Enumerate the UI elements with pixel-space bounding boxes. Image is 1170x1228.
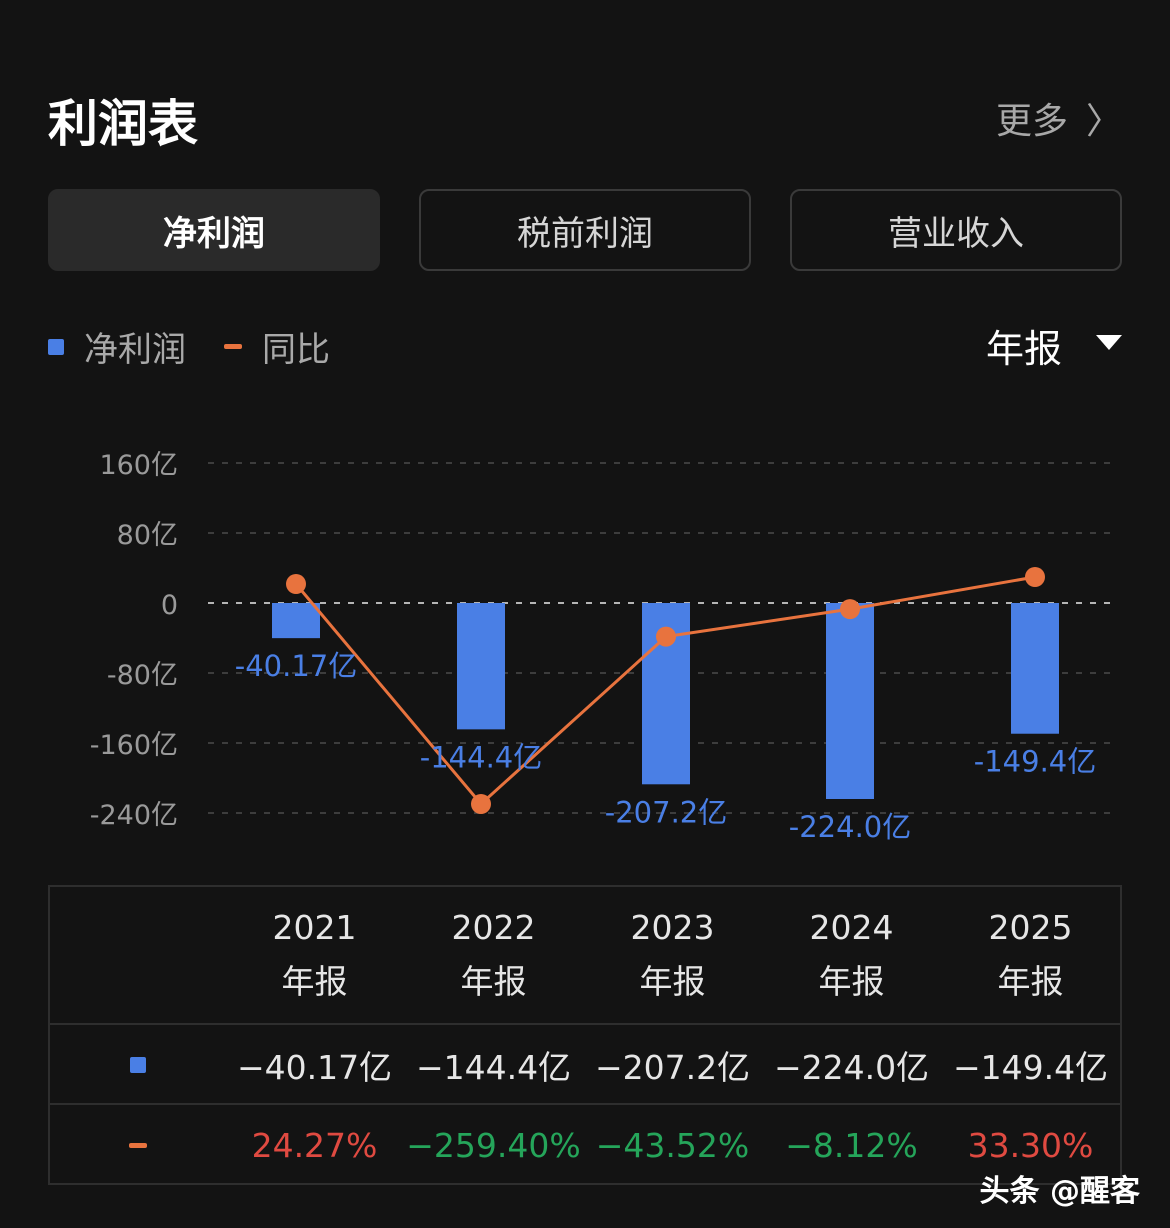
yoy-marker	[128, 1142, 147, 1148]
yoy-cell: 33.30%	[967, 1125, 1094, 1165]
yoy-point	[840, 599, 860, 620]
chevron-right-icon: 〉	[1085, 101, 1122, 142]
net-profit-cell: −224.0亿	[773, 1048, 930, 1087]
y-tick-label: 80亿	[117, 520, 178, 551]
column-type: 年报	[818, 962, 885, 1001]
column-type: 年报	[281, 962, 348, 1001]
column-header: 2022 年报	[404, 887, 583, 1023]
tab-pretax-profit[interactable]: 税前利润	[419, 189, 751, 271]
column-type: 年报	[639, 962, 706, 1001]
bar-legend-swatch	[48, 338, 64, 355]
net-profit-marker	[129, 1057, 146, 1073]
net-profit-cell: −144.4亿	[415, 1048, 572, 1087]
metric-tabs: 净利润 税前利润 营业收入	[48, 189, 1122, 273]
period-dropdown[interactable]: 年报	[986, 318, 1122, 373]
page-title: 利润表	[48, 95, 198, 153]
bar	[1011, 603, 1059, 734]
column-header: 2021 年报	[225, 887, 404, 1023]
column-header: 2025 年报	[941, 887, 1120, 1023]
chart-legend: 净利润 同比	[48, 322, 330, 371]
more-link[interactable]: 更多 〉	[996, 92, 1122, 144]
y-tick-label: 0	[161, 590, 178, 621]
bar-data-label: -144.4亿	[420, 740, 543, 774]
y-tick-label: -160亿	[90, 730, 178, 761]
net-profit-cell: −207.2亿	[594, 1048, 751, 1087]
yoy-point	[286, 574, 306, 595]
legend-net-profit: 净利润	[84, 330, 186, 370]
net-profit-cell: −40.17亿	[236, 1048, 393, 1087]
column-year: 2021	[272, 908, 357, 947]
net-profit-cell: −149.4亿	[952, 1048, 1109, 1087]
bar-data-label: -224.0亿	[789, 810, 912, 844]
column-type: 年报	[997, 962, 1064, 1001]
column-header: 2023 年报	[583, 887, 762, 1023]
column-year: 2022	[451, 908, 536, 947]
yoy-point	[471, 794, 491, 814]
profit-chart: 160亿 80亿 0 -80亿 -160亿 -240亿 -40.17亿 -144.4亿 -207…	[90, 450, 1118, 844]
triangle-down-icon	[1096, 335, 1122, 350]
period-value: 年报	[985, 327, 1062, 371]
table-row-net-profit: −40.17亿 −144.4亿 −207.2亿 −224.0亿 −149.4亿	[50, 1023, 1120, 1105]
bar	[457, 603, 505, 730]
column-year: 2023	[630, 908, 715, 947]
yoy-point	[1025, 567, 1045, 587]
table-corner	[50, 887, 225, 1023]
bar-data-label: -207.2亿	[605, 795, 728, 829]
y-tick-label: -80亿	[107, 660, 178, 691]
line-legend-swatch	[224, 344, 242, 349]
tab-revenue[interactable]: 营业收入	[790, 189, 1122, 271]
profit-table: 2021 年报 2022 年报 2023 年报 2024 年报 2025 年报 −40.17亿 −1…	[48, 885, 1122, 1185]
yoy-cell: 24.27%	[251, 1125, 378, 1165]
more-label: 更多	[995, 101, 1068, 142]
y-tick-label: -240亿	[90, 800, 178, 831]
yoy-cell: −8.12%	[785, 1125, 918, 1165]
column-year: 2024	[809, 908, 894, 947]
y-tick-label: 160亿	[99, 450, 178, 481]
bar-data-label: -149.4亿	[974, 745, 1097, 779]
bar	[272, 603, 320, 639]
bar	[826, 603, 874, 799]
legend-yoy: 同比	[262, 330, 330, 370]
yoy-cell: −259.40%	[406, 1125, 581, 1165]
column-header: 2024 年报	[762, 887, 941, 1023]
tab-net-profit[interactable]: 净利润	[48, 189, 380, 271]
bar-data-label: -40.17亿	[235, 649, 358, 683]
table-header-row: 2021 年报 2022 年报 2023 年报 2024 年报 2025 年报	[50, 887, 1120, 1023]
watermark: 头条 @醒客	[979, 1174, 1140, 1209]
yoy-point	[656, 626, 676, 647]
column-type: 年报	[460, 962, 527, 1001]
column-year: 2025	[988, 908, 1073, 947]
yoy-cell: −43.52%	[595, 1125, 750, 1165]
table-row-yoy: 24.27% −259.40% −43.52% −8.12% 33.30%	[50, 1103, 1120, 1185]
